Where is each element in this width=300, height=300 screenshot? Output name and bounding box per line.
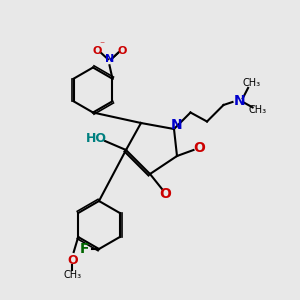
- Text: O: O: [193, 142, 205, 155]
- Text: CH₃: CH₃: [249, 105, 267, 116]
- Text: HO: HO: [86, 131, 107, 145]
- Text: F: F: [80, 242, 89, 256]
- Text: N: N: [105, 54, 114, 64]
- Text: CH₃: CH₃: [63, 270, 81, 280]
- Text: O: O: [117, 46, 127, 56]
- Text: O: O: [92, 46, 102, 56]
- Text: N: N: [233, 94, 245, 108]
- Text: O: O: [159, 188, 171, 201]
- Text: O: O: [67, 254, 77, 267]
- Text: CH₃: CH₃: [243, 78, 261, 88]
- Text: ⁻: ⁻: [99, 40, 104, 50]
- Text: N: N: [171, 118, 182, 132]
